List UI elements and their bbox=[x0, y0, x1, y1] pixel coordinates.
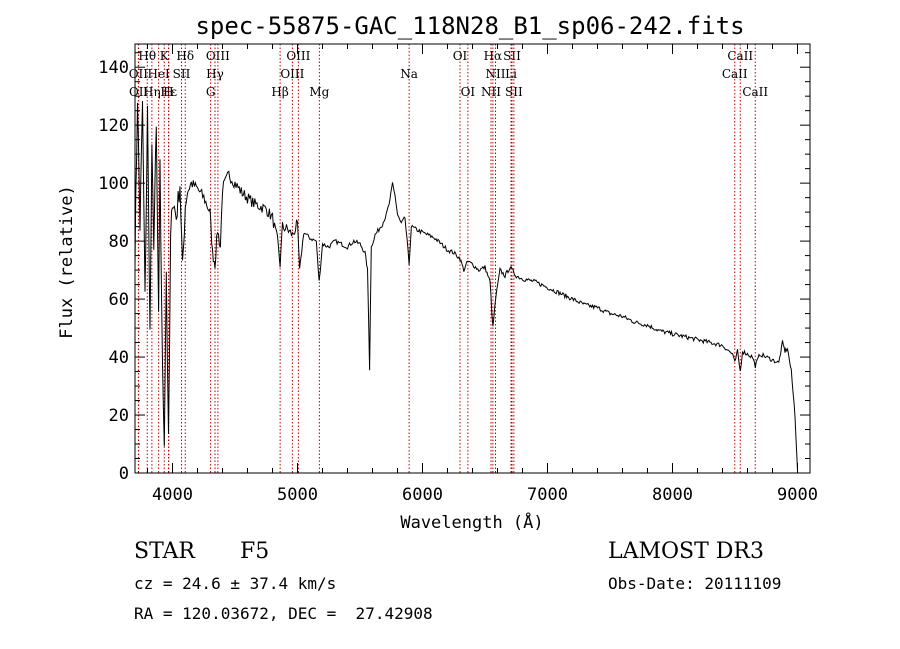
y-tick-label: 140 bbox=[98, 58, 129, 78]
line-marker-label: H bbox=[163, 85, 173, 99]
line-marker-label: OIII bbox=[286, 49, 310, 63]
coordinates-text: RA = 120.03672, DEC = 27.42908 bbox=[134, 604, 433, 623]
y-tick-label: 100 bbox=[98, 174, 129, 194]
x-tick-label: 9000 bbox=[777, 485, 818, 505]
line-marker-label: OII bbox=[129, 85, 149, 99]
line-marker-label: OI bbox=[461, 85, 476, 99]
object-subclass: F5 bbox=[240, 539, 270, 564]
line-marker-label: SII bbox=[505, 85, 523, 99]
axes bbox=[134, 43, 811, 474]
line-marker-label: Hθ bbox=[138, 49, 156, 63]
line-marker-label: OI bbox=[453, 49, 468, 63]
line-marker-label: Na bbox=[400, 67, 418, 81]
y-axis-label: Flux (relative) bbox=[57, 185, 77, 339]
line-marker-label: OII bbox=[129, 67, 149, 81]
redshift-text: cz = 24.6 ± 37.4 km/s bbox=[134, 574, 337, 593]
line-marker-label: Li bbox=[505, 67, 517, 81]
line-marker-label: Hε bbox=[160, 85, 177, 99]
line-marker-label: OIII bbox=[206, 49, 230, 63]
x-tick-label: 6000 bbox=[402, 485, 443, 505]
y-tick-label: 80 bbox=[109, 232, 129, 252]
y-tick-label: 20 bbox=[109, 406, 129, 426]
y-tick-label: 40 bbox=[109, 348, 129, 368]
line-marker-label: CaII bbox=[722, 67, 748, 81]
survey-name: LAMOST DR3 bbox=[608, 539, 764, 564]
y-tick-label: 0 bbox=[119, 464, 129, 484]
line-marker-label: Mg bbox=[309, 85, 329, 99]
obs-date: Obs-Date: 20111109 bbox=[608, 574, 782, 593]
line-marker-label: Hα bbox=[484, 49, 503, 63]
line-marker-label: SII bbox=[503, 49, 521, 63]
line-marker-label: G bbox=[206, 85, 216, 99]
line-marker-label: NII bbox=[486, 67, 506, 81]
x-tick-label: 8000 bbox=[652, 485, 693, 505]
line-marker-label: Hη bbox=[143, 85, 161, 99]
line-marker-label: K bbox=[160, 49, 170, 63]
line-marker-label: CaII bbox=[742, 85, 768, 99]
line-marker-label: NII bbox=[481, 85, 501, 99]
line-marker-label: Hβ bbox=[271, 85, 288, 99]
line-marker-label: HeI bbox=[147, 67, 170, 81]
plot-frame bbox=[134, 43, 811, 474]
line-marker-label: CaII bbox=[727, 49, 753, 63]
line-marker-label: SII bbox=[173, 67, 191, 81]
y-tick-label: 120 bbox=[98, 116, 129, 136]
x-axis-label: Wavelength (Å) bbox=[400, 511, 543, 533]
line-marker-label: OIII bbox=[280, 67, 304, 81]
ticks: 4000 5000 6000 7000 8000 9000 0 20 40 60 80 100 120 1… bbox=[98, 44, 818, 505]
x-tick-label: 5000 bbox=[277, 485, 318, 505]
chart-title: spec-55875-GAC_118N28_B1_sp06-242.fits bbox=[195, 12, 744, 40]
line-marker-label: Hδ bbox=[176, 49, 194, 63]
object-class: STAR bbox=[134, 539, 195, 564]
x-tick-label: 4000 bbox=[152, 485, 193, 505]
line-marker-label: Hγ bbox=[206, 67, 224, 81]
spectrum-line bbox=[134, 100, 798, 471]
x-tick-label: 7000 bbox=[527, 485, 568, 505]
series bbox=[134, 100, 798, 471]
y-tick-label: 60 bbox=[109, 290, 129, 310]
